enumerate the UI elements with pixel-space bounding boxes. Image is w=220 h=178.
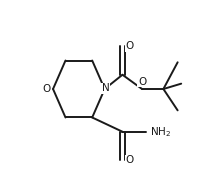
Text: NH$_2$: NH$_2$ (150, 125, 171, 139)
Text: O: O (125, 41, 133, 51)
Text: O: O (43, 84, 51, 94)
Text: O: O (138, 77, 146, 87)
Text: N: N (102, 83, 109, 93)
Text: O: O (125, 155, 133, 165)
